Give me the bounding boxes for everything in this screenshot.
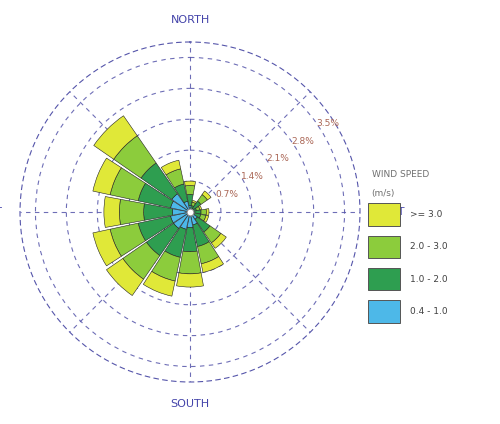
Bar [206, 209, 209, 215]
FancyBboxPatch shape [368, 268, 400, 290]
Bar [141, 163, 178, 199]
Bar [120, 199, 144, 225]
Text: >= 3.0: >= 3.0 [410, 210, 443, 219]
Text: 2.8%: 2.8% [292, 137, 314, 145]
Bar [187, 194, 193, 206]
Bar [152, 251, 180, 281]
Bar [198, 195, 207, 204]
Text: WEST: WEST [0, 207, 3, 217]
Text: 2.1%: 2.1% [266, 154, 289, 163]
Bar [138, 216, 173, 241]
Bar [193, 223, 209, 246]
Bar [192, 202, 196, 206]
Text: 2.0 - 3.0: 2.0 - 3.0 [410, 243, 448, 251]
Bar [185, 186, 195, 195]
Bar [166, 169, 184, 188]
Bar [183, 227, 197, 252]
Text: (m/s): (m/s) [372, 189, 395, 198]
Text: 1.0 - 2.0: 1.0 - 2.0 [410, 275, 448, 284]
Bar [189, 205, 191, 212]
Bar [170, 201, 190, 212]
Bar [212, 233, 226, 248]
Bar [190, 211, 194, 213]
Bar [144, 271, 175, 296]
Text: 0.7%: 0.7% [216, 190, 238, 199]
Bar [190, 212, 197, 225]
Bar [174, 184, 188, 203]
Bar [106, 259, 144, 296]
Bar [144, 204, 172, 220]
Bar [172, 209, 190, 215]
Bar [195, 217, 210, 232]
Bar [123, 242, 160, 279]
Bar [138, 183, 173, 208]
Bar [194, 213, 201, 218]
Bar [110, 223, 146, 257]
Bar [192, 201, 196, 204]
Bar [192, 209, 196, 212]
Bar [201, 209, 206, 215]
Text: 3.5%: 3.5% [316, 119, 340, 128]
Bar [190, 206, 194, 210]
Bar [200, 214, 206, 221]
Bar [114, 136, 156, 178]
Bar [187, 212, 193, 227]
Text: EAST: EAST [377, 207, 406, 217]
Bar [184, 181, 196, 186]
FancyBboxPatch shape [368, 300, 400, 323]
Text: WIND SPEED: WIND SPEED [372, 170, 429, 179]
Text: 1.4%: 1.4% [240, 172, 264, 181]
Bar [196, 206, 200, 211]
Bar [190, 212, 194, 215]
Bar [174, 212, 190, 229]
Bar [192, 201, 201, 209]
Bar [198, 206, 202, 210]
Bar [180, 212, 190, 229]
Bar [190, 212, 198, 219]
Bar [104, 197, 120, 227]
FancyBboxPatch shape [368, 236, 400, 258]
FancyBboxPatch shape [368, 204, 400, 226]
Bar [190, 210, 191, 212]
Text: 0.4 - 1.0: 0.4 - 1.0 [410, 307, 448, 316]
Bar [172, 194, 190, 212]
Bar [190, 211, 192, 212]
Bar [93, 229, 122, 266]
Bar [190, 208, 194, 212]
Bar [165, 227, 186, 257]
Bar [201, 257, 224, 273]
Bar [170, 212, 190, 223]
Text: NORTH: NORTH [170, 15, 209, 25]
Bar [110, 167, 146, 201]
Bar [93, 158, 122, 195]
Bar [202, 191, 211, 200]
Text: SOUTH: SOUTH [170, 399, 209, 409]
Bar [204, 226, 221, 243]
Bar [162, 160, 180, 175]
Bar [179, 251, 201, 274]
Bar [198, 242, 218, 264]
Bar [176, 273, 204, 287]
Bar [146, 223, 178, 256]
Bar [94, 116, 138, 159]
Bar [194, 210, 201, 214]
Bar [204, 215, 208, 222]
Bar [184, 201, 190, 212]
